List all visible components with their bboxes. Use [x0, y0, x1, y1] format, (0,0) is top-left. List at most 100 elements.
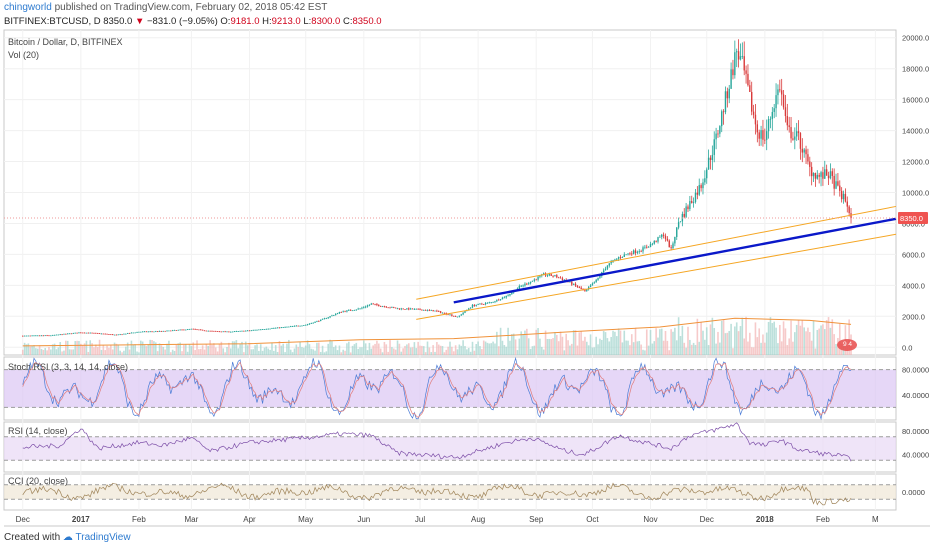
volume-bar [186, 351, 189, 355]
candle-body [765, 131, 768, 140]
candle-body [434, 310, 436, 312]
volume-bar [308, 344, 311, 355]
volume-bar [511, 334, 513, 355]
tradingview-logo-icon[interactable]: ☁ [62, 532, 73, 543]
volume-bar [226, 346, 228, 355]
volume-bar [642, 349, 644, 355]
time-axis-tick: Nov [643, 515, 657, 524]
volume-bar [612, 330, 614, 355]
volume-bar [286, 343, 288, 355]
volume-bar [368, 342, 371, 355]
candle-body [651, 243, 654, 245]
candle-body [443, 312, 446, 314]
volume-bar [554, 332, 556, 355]
volume-bar [402, 348, 404, 355]
candle-body [209, 330, 211, 332]
blue-trendline[interactable] [453, 217, 897, 304]
down-arrow-icon: ▼ [134, 16, 145, 27]
candle-body [353, 310, 356, 311]
volume-bar [447, 346, 449, 355]
volume-bar [40, 348, 43, 355]
candle-body [469, 307, 472, 309]
volume-bar [284, 352, 286, 355]
candle-body [803, 149, 805, 153]
volume-bar [361, 347, 363, 355]
flag-icon[interactable] [837, 339, 858, 351]
time-axis-tick: Oct [586, 515, 599, 524]
volume-bar [164, 349, 166, 355]
candle-body [357, 308, 359, 310]
candle-body [481, 303, 483, 305]
candle-body [661, 234, 663, 237]
candle-body [53, 334, 56, 336]
volume-bar [539, 338, 541, 355]
candle-body [265, 328, 268, 330]
candle-body [687, 206, 689, 210]
volume-bar [126, 342, 129, 355]
candle-body [739, 56, 742, 60]
volume-bar [166, 343, 168, 355]
candle-body [245, 330, 247, 332]
volume-bar [25, 344, 28, 355]
volume-bar [91, 343, 93, 355]
candle-body [829, 171, 832, 179]
candle-body [280, 327, 283, 329]
candle-body [213, 330, 215, 332]
volume-bar [111, 349, 114, 355]
author-name[interactable]: chingworld [4, 2, 52, 13]
volume-bar [98, 339, 101, 355]
volume-bar [829, 327, 832, 355]
candle-body [752, 111, 755, 115]
volume-bar [115, 343, 118, 355]
price-change: −831.0 (−9.05%) [146, 16, 218, 27]
volume-bar [739, 326, 742, 355]
candle-body [102, 333, 105, 335]
volume-bar [154, 342, 157, 355]
volume-bar [467, 347, 470, 355]
volume-bar [258, 350, 260, 355]
candle-body [338, 312, 341, 314]
candle-body [288, 326, 290, 328]
volume-bar [805, 331, 807, 355]
volume-bar [807, 327, 809, 355]
tradingview-brand[interactable]: TradingView [75, 532, 131, 543]
candle-body [711, 154, 714, 161]
channel-upper-line[interactable] [416, 205, 897, 300]
volume-bar [469, 351, 472, 355]
candle-body [539, 275, 541, 277]
candle-body [479, 303, 481, 305]
candle-body [44, 335, 46, 337]
channel-lower-line[interactable] [416, 233, 897, 320]
candle-body [147, 331, 149, 333]
volume-bar [466, 349, 468, 355]
candle-body [91, 332, 93, 334]
candle-body [111, 334, 114, 336]
volume-bar [452, 351, 455, 355]
volume-bar [514, 339, 517, 355]
volume-bar [113, 342, 116, 355]
candle-body [421, 309, 423, 311]
volume-bar [559, 331, 562, 355]
volume-bar [743, 338, 746, 355]
volume-bar [319, 351, 322, 355]
candle-body [171, 330, 174, 332]
candle-body [511, 292, 513, 294]
candle-body [423, 309, 425, 311]
candle-body [370, 303, 372, 305]
volume-bar [74, 341, 77, 355]
volume-bar [432, 345, 434, 355]
volume-bar [220, 341, 223, 355]
candle-body [344, 311, 346, 313]
volume-bar [316, 342, 318, 355]
high-value: 9213.0 [271, 16, 301, 27]
candle-body [430, 310, 432, 311]
volume-bar [389, 340, 391, 355]
candle-body [619, 257, 622, 259]
candle-body [424, 309, 427, 311]
symbol: BITFINEX:BTCUSD, D [4, 16, 101, 27]
candle-body [537, 276, 539, 280]
volume-bar [705, 327, 708, 355]
volume-bar [700, 321, 702, 355]
volume-bar [136, 351, 138, 355]
